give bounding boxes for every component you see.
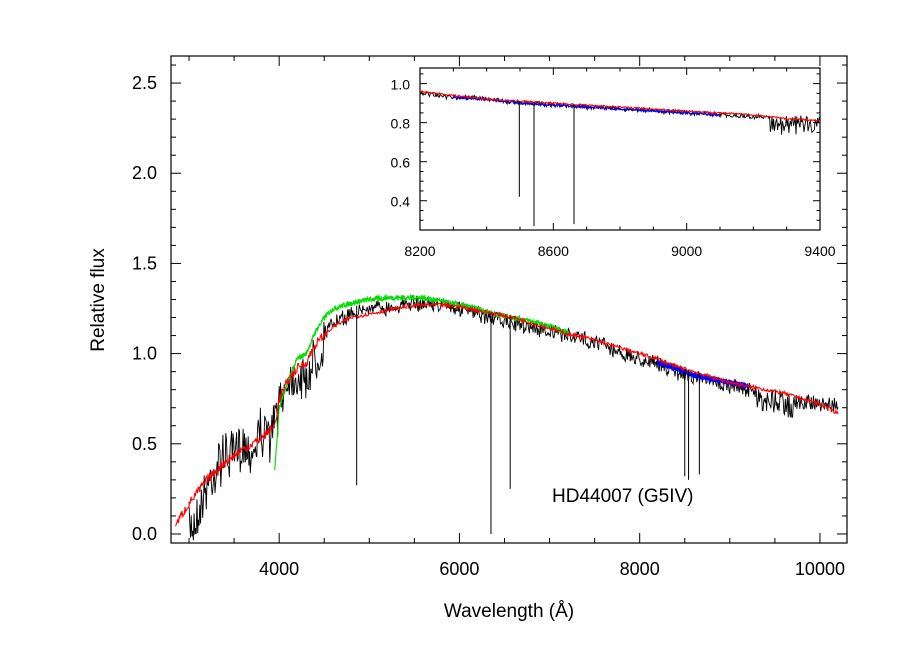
x-axis-title: Wavelength (Å) xyxy=(444,601,574,622)
inset-series-blue-model xyxy=(453,95,721,117)
inset-background xyxy=(420,68,820,230)
main-y-tick-label: 1.5 xyxy=(132,253,157,273)
main-series-green-model xyxy=(274,293,569,471)
inset-axis-ticks: 8200 8600 9000 9400 0.4 0.6 0.8 1.0 xyxy=(391,68,836,259)
main-y-tick-label: 0.0 xyxy=(132,524,157,544)
main-axis-ticks: 4000 6000 8000 10000 0.0 0.5 1.0 1.5 2.0 2.5 xyxy=(132,56,847,579)
inset-x-tick-label: 8200 xyxy=(404,243,435,259)
main-y-tick-label: 2.5 xyxy=(132,73,157,93)
main-series-group xyxy=(174,293,839,541)
main-x-tick-label: 10000 xyxy=(795,559,845,579)
main-y-tick-label: 0.5 xyxy=(132,434,157,454)
main-y-tick-label: 2.0 xyxy=(132,163,157,183)
main-x-tick-label: 4000 xyxy=(259,559,299,579)
main-x-tick-label: 8000 xyxy=(620,559,660,579)
main-series-red-model xyxy=(174,301,839,527)
star-annotation: HD44007 (G5IV) xyxy=(552,486,694,507)
inset-y-tick-label: 0.8 xyxy=(391,116,411,132)
inset-x-tick-label: 9400 xyxy=(804,243,835,259)
inset-series-group xyxy=(419,90,821,227)
inset-y-tick-label: 0.4 xyxy=(391,194,411,210)
inset-y-tick-label: 0.6 xyxy=(391,155,411,171)
main-x-tick-label: 6000 xyxy=(439,559,479,579)
inset-x-tick-label: 9000 xyxy=(671,243,702,259)
main-series-observed xyxy=(188,294,839,541)
main-y-tick-label: 1.0 xyxy=(132,344,157,364)
inset-y-tick-label: 1.0 xyxy=(391,77,411,93)
y-axis-title: Relative flux xyxy=(88,248,109,352)
inset-x-tick-label: 8600 xyxy=(538,243,569,259)
inset-series-red-model xyxy=(419,90,821,122)
